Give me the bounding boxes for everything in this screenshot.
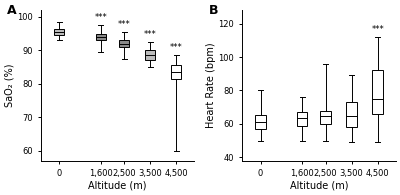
Text: ***: *** (118, 20, 131, 29)
Y-axis label: Heart Rate (bpm): Heart Rate (bpm) (206, 43, 216, 128)
Text: ***: *** (170, 43, 183, 52)
Text: ***: *** (371, 25, 384, 34)
Text: A: A (7, 4, 17, 17)
PathPatch shape (54, 29, 64, 35)
PathPatch shape (119, 40, 130, 47)
PathPatch shape (96, 34, 106, 40)
PathPatch shape (320, 111, 331, 124)
X-axis label: Altitude (m): Altitude (m) (290, 181, 348, 191)
Text: ***: *** (144, 30, 157, 39)
Text: ***: *** (94, 13, 107, 22)
Text: B: B (209, 4, 218, 17)
PathPatch shape (171, 65, 182, 79)
PathPatch shape (346, 102, 357, 127)
PathPatch shape (372, 70, 383, 114)
PathPatch shape (297, 112, 308, 126)
Y-axis label: SaO₂ (%): SaO₂ (%) (4, 64, 14, 107)
X-axis label: Altitude (m): Altitude (m) (88, 181, 147, 191)
PathPatch shape (256, 115, 266, 129)
PathPatch shape (145, 50, 156, 60)
